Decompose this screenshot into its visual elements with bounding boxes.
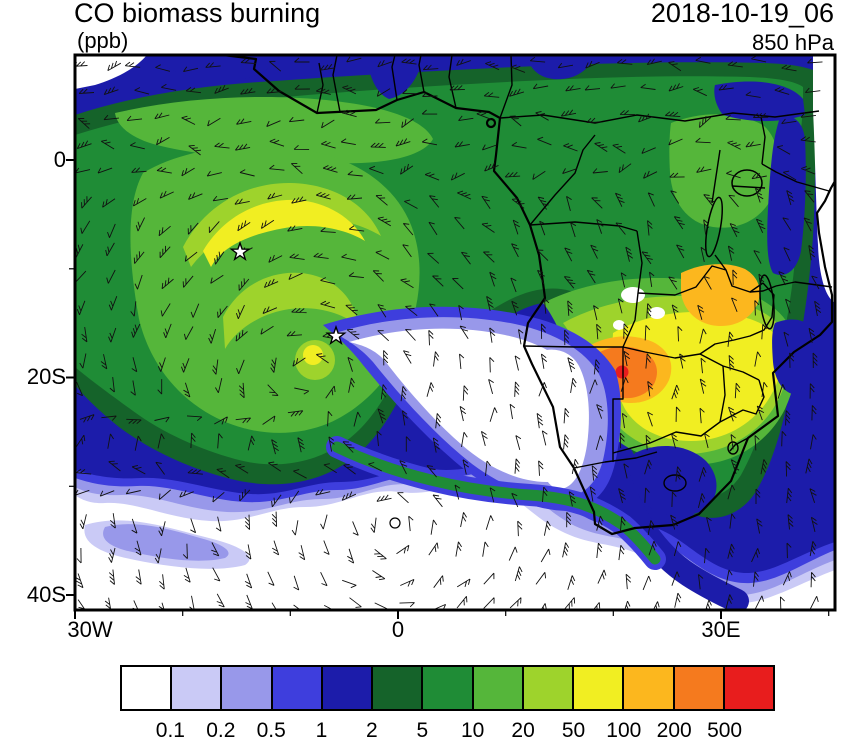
colorbar-cell-2	[222, 667, 273, 709]
coastlines	[222, 55, 835, 536]
colorbar-cell-11	[674, 667, 725, 709]
colorbar-tick-label: 0.1	[155, 719, 185, 742]
colorbar-tick-label: 1	[315, 719, 328, 742]
colorbar-tick-label: 200	[656, 719, 692, 742]
colorbar-tick-label: 20	[511, 719, 535, 742]
y-axis-tick-label-20s: 20S	[26, 364, 66, 389]
colorbar-tick-label: 5	[416, 719, 429, 742]
colorbar-tick-label: 500	[707, 719, 743, 742]
y-axis-tick-label-40s: 40S	[26, 582, 66, 607]
colorbar-cell-5	[373, 667, 424, 709]
colorbar-tick-label: 100	[606, 719, 642, 742]
colorbar-tick-label: 50	[561, 719, 586, 742]
country-borders	[316, 55, 833, 492]
colorbar-cell-0	[122, 667, 173, 709]
colorbar-tick-label: 2	[366, 719, 378, 742]
colorbar-cell-10	[624, 667, 675, 709]
colorbar	[120, 665, 775, 711]
x-axis-tick-label-30e: 30E	[701, 617, 741, 642]
wind-barbs-layer	[75, 55, 823, 610]
plot-title: CO biomass burning	[74, 0, 321, 28]
calm-circle-marker	[389, 517, 401, 529]
colorbar-cell-7	[473, 667, 524, 709]
co-concentration-field	[75, 55, 835, 610]
colorbar-cell-3	[272, 667, 323, 709]
colorbar-labels: 0.1 0.2 0.5 1 2 5 10 20 50 100 200 500	[120, 719, 775, 745]
colorbar-cell-9	[574, 667, 625, 709]
colorbar-cell-6	[423, 667, 474, 709]
map-frame	[73, 53, 837, 612]
map-plot	[66, 53, 837, 619]
colorbar-tick-label: 0.5	[256, 719, 286, 742]
x-axis-tick-label-0: 0	[391, 617, 405, 642]
colorbar-tick-label: 0.2	[206, 719, 236, 742]
plot-units: (ppb)	[77, 28, 129, 53]
colorbar-cell-4	[322, 667, 374, 709]
x-axis-tick-label-30w: 30W	[67, 617, 113, 642]
colorbar-cell-12	[724, 667, 774, 709]
colorbar-cell-8	[523, 667, 575, 709]
colorbar-tick-label: 10	[461, 719, 485, 742]
station-markers	[230, 242, 401, 529]
plot-level: 850 hPa	[752, 30, 834, 55]
colorbar-cell-1	[172, 667, 223, 709]
y-axis-tick-label-0: 0	[53, 147, 66, 172]
plot-datetime: 2018-10-19_06	[650, 0, 834, 28]
